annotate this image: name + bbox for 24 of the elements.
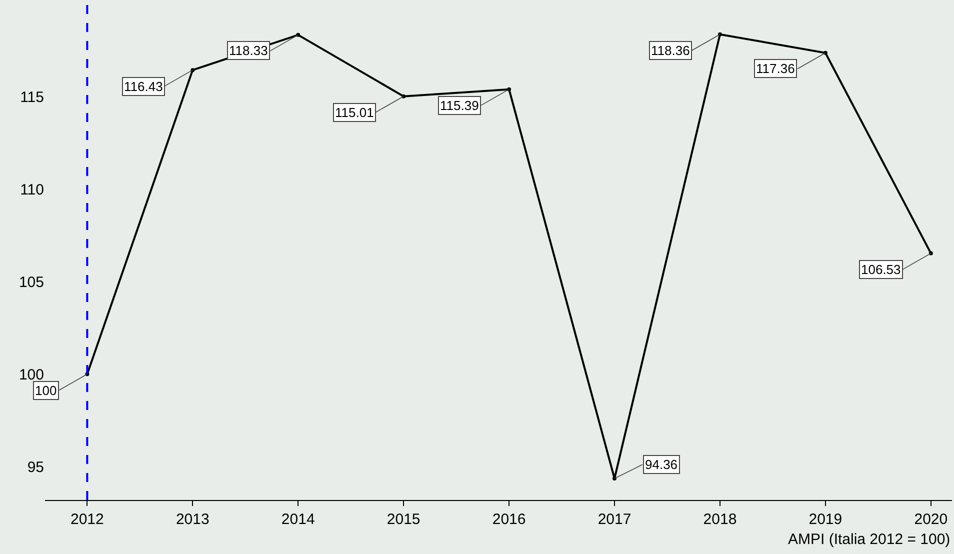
x-tick-label: 2019 [808, 511, 842, 528]
data-label: 94.36 [645, 457, 678, 472]
data-label: 116.43 [124, 79, 163, 94]
data-label: 118.33 [229, 43, 268, 58]
x-tick-label: 2017 [598, 511, 632, 528]
data-label: 115.01 [335, 105, 374, 120]
y-tick-label: 110 [20, 181, 44, 198]
y-tick-label: 95 [27, 458, 44, 476]
x-axis-title: AMPI (Italia 2012 = 100) [788, 531, 950, 548]
data-label: 106.53 [861, 262, 901, 277]
x-tick-label: 2016 [492, 511, 526, 528]
x-tick-label: 2013 [176, 511, 210, 528]
y-tick-label: 105 [18, 274, 44, 291]
data-label: 118.36 [651, 43, 690, 58]
x-tick-label: 2015 [386, 511, 420, 528]
x-tick-label: 2014 [281, 511, 315, 528]
x-tick-label: 2020 [914, 511, 948, 528]
x-tick-label: 2018 [703, 511, 737, 528]
data-label: 115.39 [440, 98, 479, 113]
data-label: 100 [35, 383, 57, 398]
x-tick-label: 2012 [70, 511, 104, 528]
data-label: 117.36 [756, 61, 795, 76]
y-tick-label: 115 [20, 88, 44, 106]
y-tick-label: 100 [18, 366, 44, 384]
